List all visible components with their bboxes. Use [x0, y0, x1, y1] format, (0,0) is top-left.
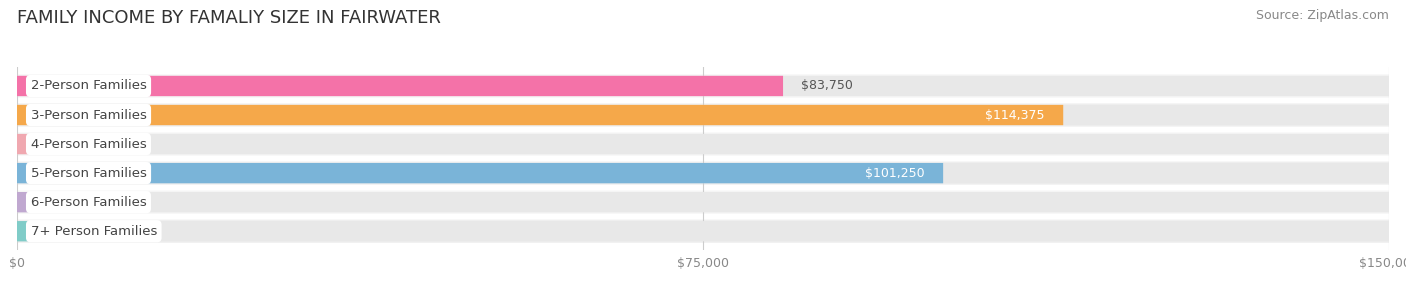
FancyBboxPatch shape [17, 162, 1389, 185]
Text: $0: $0 [112, 138, 129, 151]
Text: 3-Person Families: 3-Person Families [31, 109, 146, 121]
FancyBboxPatch shape [17, 134, 1389, 154]
FancyBboxPatch shape [17, 163, 943, 183]
FancyBboxPatch shape [17, 134, 90, 154]
FancyBboxPatch shape [17, 192, 1389, 212]
Text: $0: $0 [112, 196, 129, 209]
Text: 4-Person Families: 4-Person Families [31, 138, 146, 151]
Text: $101,250: $101,250 [865, 167, 925, 180]
FancyBboxPatch shape [17, 221, 1389, 241]
FancyBboxPatch shape [17, 163, 1389, 183]
FancyBboxPatch shape [17, 103, 1389, 127]
Text: $83,750: $83,750 [801, 80, 853, 92]
FancyBboxPatch shape [17, 74, 1389, 98]
Text: 7+ Person Families: 7+ Person Families [31, 225, 157, 238]
Text: 6-Person Families: 6-Person Families [31, 196, 146, 209]
FancyBboxPatch shape [17, 192, 90, 212]
FancyBboxPatch shape [17, 105, 1063, 125]
Text: 5-Person Families: 5-Person Families [31, 167, 146, 180]
Text: 2-Person Families: 2-Person Families [31, 80, 146, 92]
Text: Source: ZipAtlas.com: Source: ZipAtlas.com [1256, 9, 1389, 22]
Text: $114,375: $114,375 [986, 109, 1045, 121]
Text: FAMILY INCOME BY FAMALIY SIZE IN FAIRWATER: FAMILY INCOME BY FAMALIY SIZE IN FAIRWAT… [17, 9, 440, 27]
FancyBboxPatch shape [17, 76, 783, 96]
FancyBboxPatch shape [17, 191, 1389, 214]
Text: $0: $0 [112, 225, 129, 238]
FancyBboxPatch shape [17, 220, 1389, 243]
FancyBboxPatch shape [17, 132, 1389, 156]
FancyBboxPatch shape [17, 221, 90, 241]
FancyBboxPatch shape [17, 76, 1389, 96]
FancyBboxPatch shape [17, 105, 1389, 125]
